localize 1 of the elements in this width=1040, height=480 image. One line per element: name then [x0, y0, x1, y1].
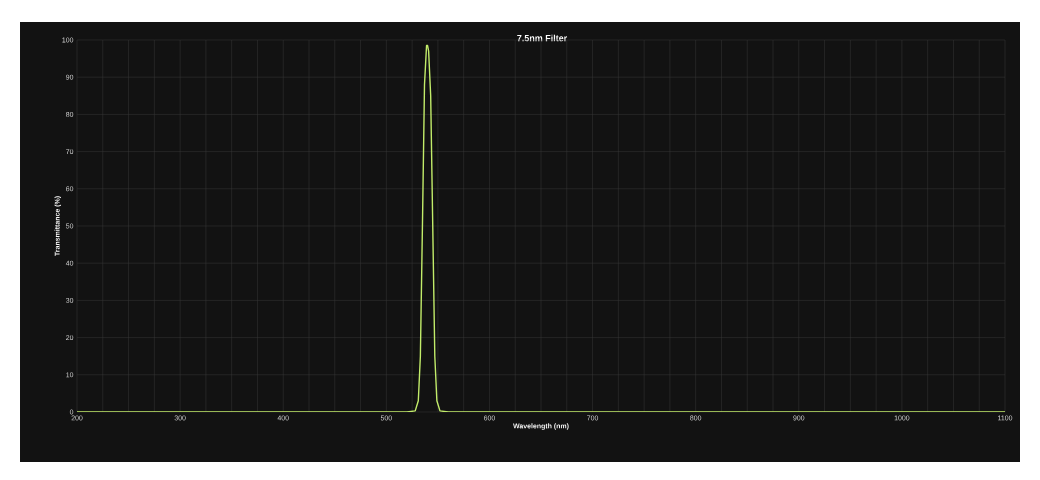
chart-title: 7.5nm Filter	[517, 34, 568, 42]
